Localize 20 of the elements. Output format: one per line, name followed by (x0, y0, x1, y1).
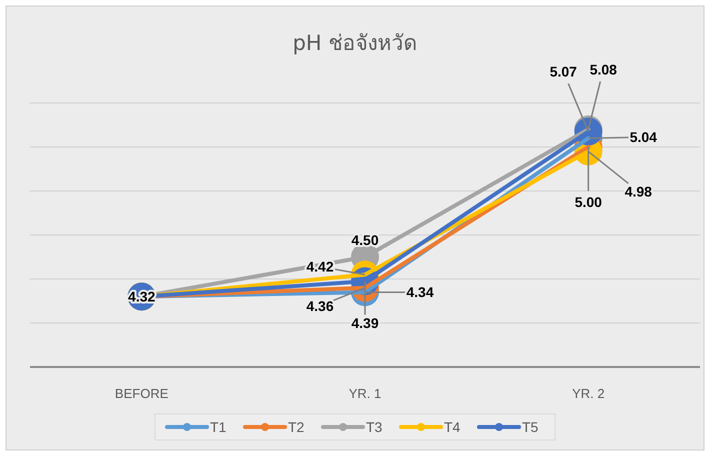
legend-label: T1 (210, 419, 227, 435)
legend-label: T5 (522, 419, 539, 435)
data-label: 4.98 (624, 183, 652, 200)
data-label: 4.36 (306, 298, 334, 314)
data-label: 4.34 (406, 284, 434, 300)
legend-label: T4 (444, 419, 461, 435)
data-label: 5.00 (574, 194, 602, 210)
data-label: 5.07 (550, 64, 578, 80)
chart-title: pH ช่อจังหวัด (292, 31, 418, 55)
x-tick-label: YR. 1 (348, 386, 382, 401)
legend-label: T2 (288, 419, 305, 435)
data-label: 5.08 (590, 61, 618, 78)
data-label: 4.32 (128, 288, 156, 305)
data-label: 5.04 (630, 129, 658, 146)
legend-label: T3 (366, 419, 383, 435)
data-label: 4.39 (351, 315, 379, 332)
data-label: 4.42 (306, 258, 334, 275)
data-label: 4.50 (351, 232, 379, 248)
x-tick-label: BEFORE (114, 386, 169, 401)
x-tick-label: YR. 2 (572, 386, 605, 401)
